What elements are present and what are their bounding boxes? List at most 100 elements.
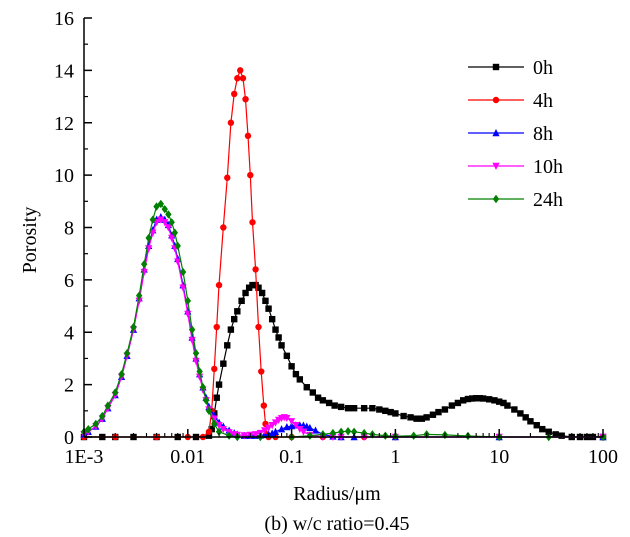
x-axis-title: Radius/μm (293, 483, 381, 505)
data-point (240, 432, 248, 440)
data-point (242, 95, 249, 103)
data-point (552, 431, 559, 438)
data-point (325, 399, 333, 407)
x-tick-label: 1E-3 (65, 446, 104, 468)
data-point (314, 394, 322, 401)
data-point (277, 425, 286, 433)
data-point (423, 414, 430, 421)
y-tick-label: 10 (54, 165, 74, 187)
data-point (454, 399, 462, 407)
data-point (255, 323, 262, 331)
legend-marker (492, 63, 500, 71)
data-point (205, 428, 213, 435)
data-point (179, 267, 187, 277)
data-point (219, 425, 227, 434)
data-point (215, 381, 223, 388)
data-point (275, 334, 282, 341)
data-point (288, 418, 296, 426)
data-point (344, 427, 352, 436)
data-point (413, 415, 420, 422)
legend-marker (492, 162, 500, 170)
data-point (208, 425, 215, 433)
data-point (545, 428, 552, 435)
data-point (164, 224, 172, 232)
data-point (504, 402, 511, 409)
data-point (337, 427, 345, 436)
data-point (224, 174, 231, 181)
data-point (319, 397, 327, 404)
data-point (192, 349, 200, 358)
data-point (252, 431, 260, 439)
data-point (118, 369, 125, 379)
data-point (460, 397, 467, 404)
data-point (149, 215, 156, 224)
data-point (210, 415, 218, 423)
data-point (174, 258, 182, 266)
data-point (283, 414, 291, 423)
data-point (112, 388, 119, 397)
y-tick-label: 4 (64, 322, 74, 344)
data-point (171, 228, 179, 237)
data-point (296, 376, 304, 383)
data-point (258, 289, 266, 297)
data-point (265, 305, 272, 312)
data-point (199, 383, 207, 392)
data-point (435, 408, 442, 416)
data-point (239, 75, 247, 82)
data-point (472, 395, 480, 402)
data-point (533, 422, 540, 429)
y-tick-label: 14 (54, 60, 74, 82)
data-point (539, 425, 546, 433)
data-point (369, 404, 376, 412)
data-point (479, 395, 487, 402)
data-point (306, 431, 314, 440)
data-point (303, 384, 310, 391)
data-point (469, 395, 476, 402)
data-point (215, 427, 223, 436)
data-point (410, 431, 417, 440)
data-point (360, 404, 368, 412)
data-point (500, 399, 507, 407)
data-point (464, 395, 472, 403)
data-point (130, 322, 137, 332)
data-point (157, 216, 165, 224)
data-point (261, 427, 269, 435)
data-point (522, 414, 529, 421)
data-point (205, 432, 213, 439)
data-point (292, 370, 300, 378)
data-point (168, 234, 176, 242)
y-tick-label: 16 (54, 8, 74, 30)
data-point (157, 199, 165, 209)
data-point (288, 363, 295, 370)
data-point (231, 90, 238, 98)
data-point (184, 296, 191, 306)
data-point (344, 404, 352, 412)
data-point (283, 352, 291, 360)
data-point (258, 368, 265, 375)
legend-marker (492, 96, 500, 104)
data-point (400, 412, 407, 420)
data-point (264, 424, 273, 432)
data-point (382, 407, 389, 415)
data-point (448, 402, 456, 409)
data-point (485, 396, 493, 403)
data-point (85, 424, 92, 434)
data-point (231, 315, 238, 323)
data-point (213, 394, 220, 401)
data-point (306, 423, 314, 432)
data-point (392, 410, 399, 417)
legend: 0h 4h 8h 10h 24h (468, 57, 563, 211)
data-point (496, 398, 503, 405)
data-point (491, 397, 498, 404)
data-point (311, 426, 320, 434)
data-point (188, 325, 196, 334)
data-point (104, 401, 112, 410)
legend-item-4h: 4h (468, 90, 553, 112)
data-point (441, 406, 449, 413)
data-point (517, 410, 524, 417)
data-point (329, 428, 337, 438)
data-point (271, 427, 280, 435)
data-point (145, 233, 152, 243)
data-point (331, 402, 338, 409)
data-point (224, 342, 231, 349)
